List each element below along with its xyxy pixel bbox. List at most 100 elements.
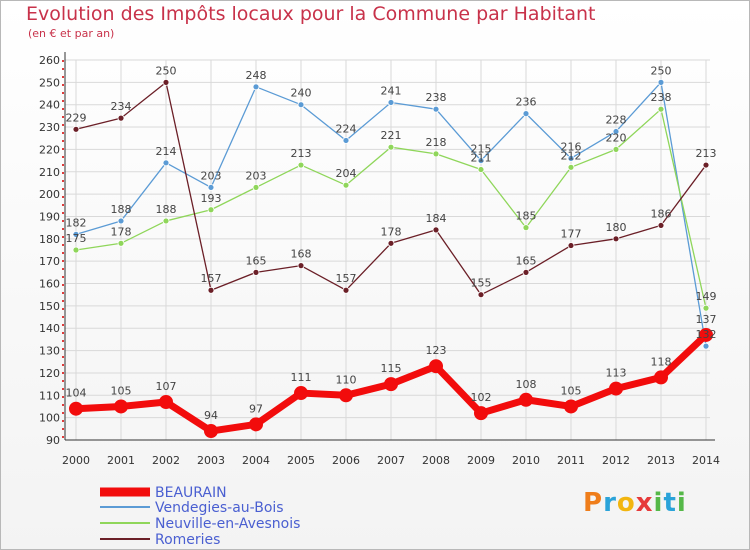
data-point	[702, 304, 710, 312]
data-label: 97	[249, 402, 263, 415]
data-point	[72, 246, 80, 254]
data-point	[432, 226, 440, 234]
x-tick-label: 2011	[557, 454, 585, 467]
data-point	[522, 110, 530, 118]
legend-label: Neuville-en-Avesnois	[155, 516, 300, 532]
data-point	[342, 137, 350, 144]
data-label: 180	[606, 221, 627, 234]
data-label: 203	[201, 169, 222, 182]
x-tick-label: 2014	[692, 454, 720, 467]
x-tick-label: 2009	[467, 454, 495, 467]
y-tick-label: 220	[39, 143, 60, 156]
grid-lines	[65, 59, 710, 441]
data-label: 204	[336, 167, 357, 180]
data-label: 213	[291, 147, 312, 160]
x-tick-label: 2012	[602, 454, 630, 467]
y-tick-label: 250	[39, 76, 60, 89]
x-tick-label: 2007	[377, 454, 405, 467]
y-tick-label: 140	[39, 322, 60, 335]
data-point	[432, 150, 440, 158]
data-label: 175	[66, 232, 87, 245]
data-label: 240	[291, 87, 312, 100]
data-label: 182	[66, 216, 87, 229]
x-tick-label: 2006	[332, 454, 360, 467]
data-point	[162, 78, 170, 86]
data-point	[162, 159, 170, 167]
data-point	[387, 143, 395, 151]
data-point	[72, 125, 80, 133]
data-point	[702, 161, 710, 169]
logo-letter: o	[616, 488, 636, 518]
y-tick-label: 210	[39, 166, 60, 179]
x-tick-label: 2004	[242, 454, 270, 467]
data-point	[567, 154, 575, 162]
data-point	[477, 166, 485, 173]
x-tick-label: 2008	[422, 454, 450, 467]
data-label: 105	[111, 384, 132, 397]
legend-label: Vendegies-au-Bois	[155, 500, 284, 516]
data-label: 110	[336, 373, 357, 386]
y-tick-label: 130	[39, 345, 60, 358]
data-point	[294, 386, 308, 401]
data-label: 241	[381, 84, 402, 97]
data-label: 123	[426, 344, 447, 357]
legend-label: Romeries	[155, 532, 220, 548]
data-label: 250	[156, 64, 177, 77]
data-label: 104	[66, 387, 87, 400]
data-point	[519, 392, 533, 407]
y-tick-label: 120	[39, 367, 60, 380]
data-label: 132	[696, 328, 717, 341]
data-label: 178	[111, 225, 132, 238]
data-point	[162, 217, 170, 225]
data-labels: 182 188 214 203 248 240 224 241 238 215 236 216 228 2…	[66, 64, 717, 422]
legend: BEAURAINVendegies-au-BoisNeuville-en-Ave…	[100, 485, 300, 548]
x-tick-label: 2000	[62, 454, 90, 467]
data-label: 186	[651, 207, 672, 220]
data-point	[69, 401, 83, 416]
y-tick-label: 100	[39, 412, 60, 425]
x-tick-label: 2005	[287, 454, 315, 467]
x-tick-label: 2002	[152, 454, 180, 467]
data-label: 214	[156, 145, 177, 158]
data-point	[342, 181, 350, 189]
y-tick-label: 230	[39, 121, 60, 134]
data-label: 177	[561, 228, 582, 241]
y-tick-label: 260	[39, 54, 60, 67]
data-point	[477, 291, 485, 299]
y-tick-label: 200	[39, 188, 60, 201]
data-point	[387, 99, 395, 106]
data-point	[387, 239, 395, 247]
data-point	[252, 83, 260, 91]
data-point	[207, 184, 215, 191]
data-label: 157	[201, 272, 222, 285]
data-point	[117, 239, 125, 247]
data-label: 185	[516, 210, 537, 223]
data-label: 165	[246, 254, 267, 267]
data-label: 188	[156, 203, 177, 216]
data-point	[159, 395, 173, 409]
data-label: 157	[336, 272, 357, 285]
proxiti-logo: Proxiti	[583, 488, 687, 518]
data-label: 236	[516, 96, 537, 109]
logo-letter: r	[603, 488, 617, 518]
x-tick-label: 2003	[197, 454, 225, 467]
data-point	[252, 184, 260, 191]
data-point	[297, 262, 305, 270]
data-point	[429, 359, 443, 374]
data-point	[522, 224, 530, 232]
data-point	[567, 163, 575, 171]
data-point	[297, 101, 305, 109]
data-label: 107	[156, 380, 177, 393]
data-label: 155	[471, 277, 492, 290]
data-point	[339, 388, 353, 403]
data-label: 221	[381, 129, 402, 142]
data-point	[114, 399, 128, 414]
series-layer	[69, 78, 713, 439]
data-label: 224	[336, 122, 357, 135]
data-label: 115	[381, 362, 402, 375]
data-label: 165	[516, 254, 537, 267]
data-label: 218	[426, 136, 447, 149]
data-label: 108	[516, 378, 537, 391]
data-label: 215	[471, 143, 492, 156]
